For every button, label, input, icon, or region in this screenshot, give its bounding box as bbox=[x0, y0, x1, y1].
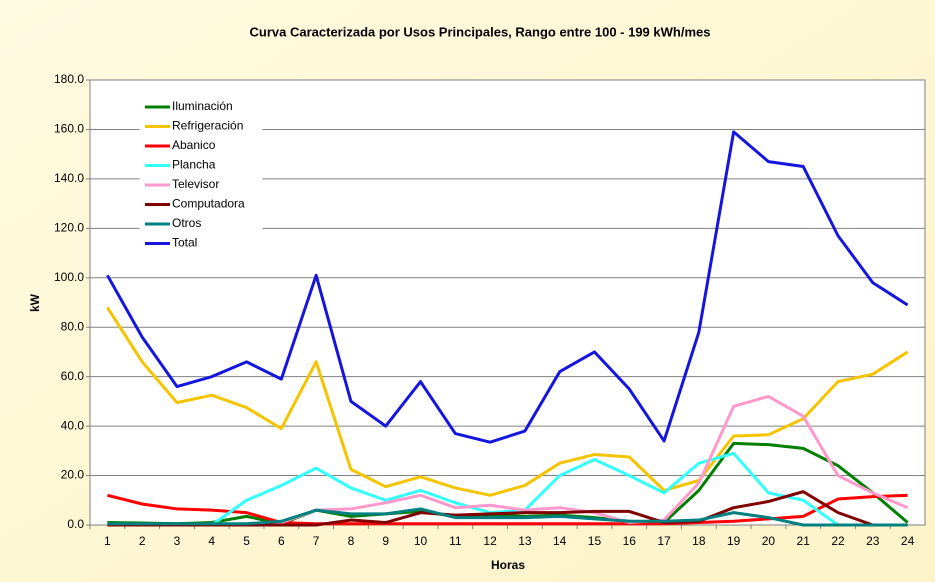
x-tick-label: 9 bbox=[382, 534, 389, 548]
x-tick-label: 5 bbox=[243, 534, 250, 548]
x-tick-label: 3 bbox=[174, 534, 181, 548]
y-tick-label: 80.0 bbox=[61, 319, 85, 333]
legend-label: Abanico bbox=[172, 138, 216, 152]
x-tick-label: 18 bbox=[692, 534, 706, 548]
x-tick-label: 23 bbox=[866, 534, 880, 548]
x-tick-label: 7 bbox=[313, 534, 320, 548]
x-axis-label: Horas bbox=[491, 558, 525, 572]
x-tick-label: 20 bbox=[762, 534, 776, 548]
legend-label: Iluminación bbox=[172, 99, 233, 113]
y-tick-label: 160.0 bbox=[54, 122, 84, 136]
x-tick-label: 19 bbox=[727, 534, 741, 548]
x-tick-label: 1 bbox=[104, 534, 111, 548]
series-line bbox=[106, 130, 909, 444]
y-tick-label: 20.0 bbox=[61, 468, 85, 482]
legend-label: Computadora bbox=[172, 197, 245, 211]
y-axis-label: kW bbox=[28, 293, 42, 312]
x-tick-label: 21 bbox=[797, 534, 811, 548]
legend-label: Televisor bbox=[172, 177, 219, 191]
x-tick-label: 2 bbox=[139, 534, 146, 548]
y-tick-label: 180.0 bbox=[54, 72, 84, 86]
legend-label: Refrigeración bbox=[172, 119, 243, 133]
y-tick-label: 140.0 bbox=[54, 171, 84, 185]
y-tick-label: 120.0 bbox=[54, 221, 84, 235]
x-tick-label: 15 bbox=[588, 534, 602, 548]
x-tick-label: 17 bbox=[657, 534, 671, 548]
legend-label: Plancha bbox=[172, 158, 216, 172]
x-tick-label: 10 bbox=[414, 534, 428, 548]
x-tick-label: 4 bbox=[208, 534, 215, 548]
y-tick-label: 0.0 bbox=[67, 517, 84, 531]
x-tick-label: 14 bbox=[553, 534, 567, 548]
y-tick-label: 100.0 bbox=[54, 270, 84, 284]
x-tick-label: 13 bbox=[518, 534, 532, 548]
legend-label: Total bbox=[172, 236, 197, 250]
y-tick-label: 60.0 bbox=[61, 369, 85, 383]
series-line bbox=[106, 306, 909, 497]
chart-title: Curva Caracterizada por Usos Principales… bbox=[250, 24, 711, 39]
series-line bbox=[107, 507, 908, 527]
x-tick-label: 16 bbox=[623, 534, 637, 548]
series-line bbox=[107, 441, 909, 526]
x-tick-label: 24 bbox=[901, 534, 915, 548]
x-tick-label: 12 bbox=[483, 534, 497, 548]
x-tick-label: 6 bbox=[278, 534, 285, 548]
series-line bbox=[107, 451, 908, 527]
x-tick-label: 8 bbox=[348, 534, 355, 548]
x-tick-label: 11 bbox=[449, 534, 462, 548]
legend-box bbox=[139, 96, 263, 258]
legend-label: Otros bbox=[172, 216, 201, 230]
x-tick-label: 22 bbox=[831, 534, 845, 548]
y-tick-label: 40.0 bbox=[61, 418, 85, 432]
